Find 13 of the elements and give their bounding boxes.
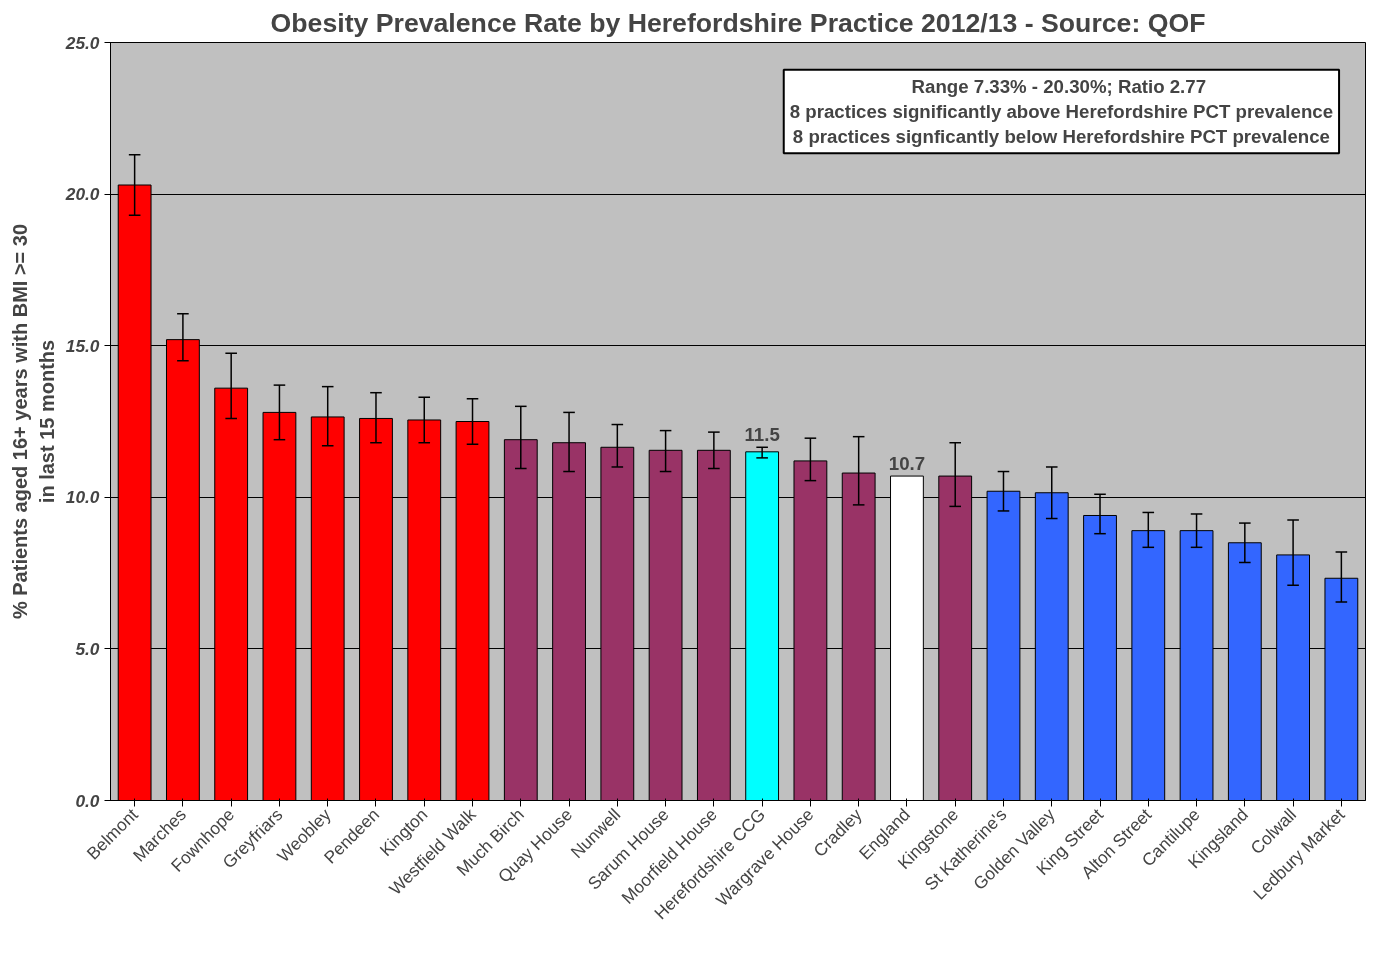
annotation: 8 practices signficantly below Herefordshire PCT prevalence	[792, 126, 1330, 148]
y-tick-label: 0.0	[75, 790, 100, 811]
data-label: 11.5	[744, 424, 780, 446]
y-axis-title: % Patients aged 16+ years with BMI >= 30 in last 15 months	[9, 223, 58, 620]
chart-title: Obesity Prevalence Rate by Herefordshire Practice 2012/13 - Source: QOF	[270, 7, 1206, 38]
y-tick-label: 10.0	[65, 487, 100, 508]
data-label: 10.7	[888, 453, 926, 475]
y-tick-label: 25.0	[64, 32, 100, 53]
y-tick-label: 20.0	[64, 184, 100, 205]
annotation: 8 practices significantly above Herefordshire PCT prevalence	[789, 100, 1334, 122]
y-tick-label: 5.0	[75, 638, 100, 659]
y-tick-label: 15.0	[65, 335, 100, 356]
annotation: Range 7.33% - 20.30%; Ratio 2.77	[911, 75, 1207, 97]
